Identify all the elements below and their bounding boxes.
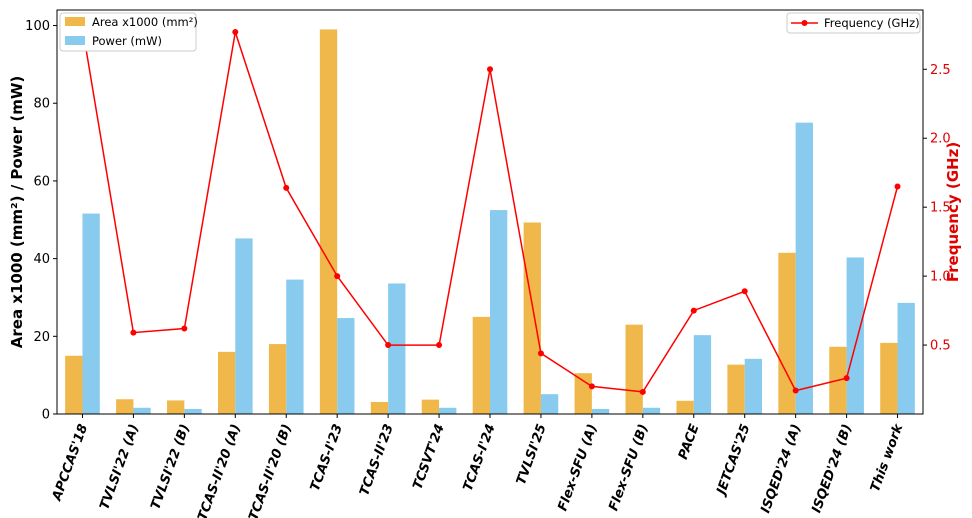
right-axis-ticks: 0.5 1.0 1.5 2.0 2.5 (923, 63, 951, 354)
bar-power (235, 238, 253, 414)
bar-power (133, 407, 151, 414)
x-tick-label: PACE (676, 422, 703, 461)
x-tick-label: TCAS-II'20 (B) (246, 422, 295, 518)
bar-area (65, 355, 83, 414)
legend-right: Frequency (GHz) (786, 12, 921, 34)
x-tick-label: Flex-SFU (B) (606, 422, 651, 513)
point-frequency (588, 383, 595, 390)
x-axis-ticks: APCCAS'18 TVLSI'22 (A) TVLSI'22 (B) TCAS-II… (49, 414, 907, 518)
y-axis-title: Area x1000 (mm²) / Power (mW) (8, 76, 26, 348)
point-frequency (334, 273, 341, 280)
point-frequency (792, 387, 799, 394)
bar-area (778, 252, 796, 414)
y-tick-label: 60 (33, 174, 50, 189)
x-tick-label: TCSVT'24 (410, 422, 447, 491)
legend-swatch-area (65, 17, 85, 26)
bar-area (116, 399, 134, 414)
legend-left: Area x1000 (mm²) Power (mW) (59, 12, 198, 52)
bar-area (268, 344, 287, 414)
point-frequency (639, 388, 646, 395)
legend-label-power: Power (mW) (92, 34, 162, 48)
x-tick-label: TVLSI'22 (B) (148, 422, 193, 512)
point-frequency (181, 325, 188, 332)
bar-power (286, 279, 304, 414)
bar-power (693, 335, 712, 414)
point-frequency (487, 66, 493, 73)
x-tick-label: TVLSI'22 (A) (97, 422, 142, 512)
bar-area (319, 29, 338, 415)
plot-area (65, 24, 915, 415)
bar-area (217, 351, 236, 414)
x-tick-label: This work (868, 421, 907, 494)
x-tick-label: TCAS-II'20 (A) (195, 422, 244, 518)
bar-area (472, 316, 490, 414)
point-frequency (436, 342, 443, 349)
left-axis-ticks: 0 20 40 60 80 100 (25, 19, 57, 423)
legend-label-area: Area x1000 (mm²) (92, 15, 198, 29)
point-frequency (232, 29, 239, 36)
bar-area (370, 401, 389, 414)
y-tick-label: 100 (25, 19, 50, 34)
plot-frame (56, 9, 924, 415)
y-tick-label: 40 (33, 252, 50, 267)
x-tick-label: APCCAS'18 (49, 422, 91, 503)
x-tick-label: Flex-SFU (A) (555, 422, 600, 513)
bar-power (795, 122, 813, 415)
bar-power (388, 283, 406, 414)
y2-tick-label: 0.5 (930, 339, 951, 354)
bar-power (642, 407, 661, 414)
x-tick-label: JETCAS'25 (713, 422, 753, 499)
bar-power (184, 408, 202, 414)
bar-power (591, 408, 610, 414)
legend-swatch-power (65, 36, 85, 45)
legend-left-box (59, 12, 197, 52)
point-frequency (283, 184, 290, 191)
point-frequency (130, 329, 137, 336)
x-tick-label: ISQED'24 (A) (758, 422, 804, 515)
point-frequency (690, 307, 697, 314)
legend-right-box (786, 12, 921, 34)
bar-power (439, 407, 457, 414)
x-tick-label: ISQED'24 (B) (809, 422, 855, 515)
x-tick-label: TCAS-I'24 (461, 422, 499, 493)
bar-area (676, 400, 694, 414)
y2-axis-title: Frequency (GHz) (944, 142, 962, 282)
x-tick-label: TVLSI'25 (514, 422, 550, 487)
bar-power (490, 210, 508, 414)
y-tick-label: 80 (33, 97, 50, 112)
bar-power (846, 257, 864, 414)
bar-power (897, 302, 915, 414)
bar-power (82, 213, 100, 414)
bar-area (574, 373, 592, 414)
y2-tick-label: 2.0 (930, 132, 951, 147)
point-frequency (843, 375, 850, 382)
bar-power (540, 394, 559, 414)
y2-tick-label: 1.5 (930, 201, 951, 216)
bar-area (880, 342, 898, 414)
x-tick-label: TCAS-I'23 (308, 422, 346, 493)
bar-area (523, 222, 541, 414)
bar-area (625, 324, 643, 414)
legend-label-frequency: Frequency (GHz) (824, 16, 920, 30)
y2-tick-label: 2.5 (930, 63, 951, 78)
bar-area (727, 364, 745, 414)
y-tick-label: 20 (33, 330, 50, 345)
legend-swatch-frequency-marker (801, 20, 808, 26)
point-frequency (537, 350, 544, 357)
point-frequency (741, 288, 748, 295)
x-tick-label: TCAS-II'23 (357, 422, 397, 498)
y2-tick-label: 1.0 (930, 270, 951, 285)
point-frequency (894, 183, 901, 190)
point-frequency (385, 342, 392, 349)
bar-power (337, 318, 355, 414)
bar-power (744, 358, 763, 414)
bar-area (167, 400, 185, 414)
bar-area (421, 399, 440, 414)
y-tick-label: 0 (42, 408, 50, 423)
